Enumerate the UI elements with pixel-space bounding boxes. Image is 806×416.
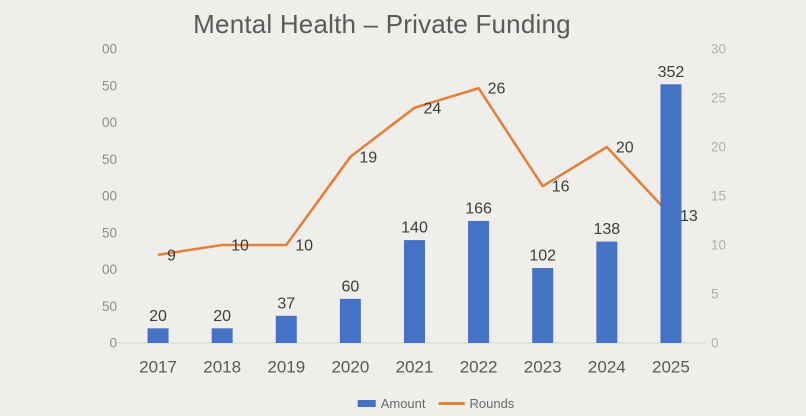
right-axis-tick-label: 10 [711,238,726,253]
bar-value-label-2024: 138 [593,221,620,238]
legend-label-amount: Amount [380,396,426,411]
left-axis-tick-label: 50 [102,299,117,314]
bar-value-label-2025: 352 [658,64,685,81]
bar-value-label-2018: 20 [213,308,231,325]
right-axis-tick-label: 15 [711,189,726,204]
line-value-label-2020: 19 [359,149,377,166]
left-axis-tick-label: 00 [102,115,117,130]
left-axis-tick-label: 50 [102,78,117,93]
rounds-line-swatch-icon [438,402,465,405]
bar-2020 [339,298,361,343]
left-axis-tick-label: 00 [102,189,117,204]
right-axis-tick-label: 0 [711,336,719,351]
bar-2024 [596,241,618,343]
bar-2019 [275,315,297,343]
bar-value-label-2023: 102 [529,248,556,265]
left-axis-tick-label: 00 [102,42,117,57]
right-axis-tick-label: 5 [711,287,719,302]
bar-value-label-2019: 37 [277,295,295,312]
left-axis-tick-label: 0 [109,336,117,351]
line-value-label-2025: 13 [680,208,698,225]
bar-value-label-2020: 60 [341,278,359,295]
bar-2025 [660,84,682,343]
line-value-label-2018: 10 [231,238,249,255]
line-value-label-2023: 16 [552,179,570,196]
line-value-label-2021: 24 [424,100,442,117]
rounds-line-series [157,86,672,257]
line-value-label-2024: 20 [616,140,634,157]
right-axis-tick-label: 25 [711,91,726,106]
x-axis-year-label-2017: 2017 [139,358,177,377]
bar-value-label-2021: 140 [401,220,428,237]
bar-2022 [468,220,490,343]
bar-2017 [147,328,169,343]
x-axis-year-label-2025: 2025 [652,358,690,377]
amount-bar-swatch-icon [357,400,376,407]
line-value-label-2019: 10 [295,238,313,255]
bar-2021 [404,240,425,343]
bar-value-label-2017: 20 [149,308,167,325]
right-axis-tick-label: 30 [711,42,726,57]
bar-value-label-2022: 166 [465,200,492,217]
legend-item-amount: Amount [357,396,426,411]
right-axis-tick-label: 20 [711,140,726,155]
legend-label-rounds: Rounds [469,396,515,411]
left-axis-tick-label: 50 [102,225,117,240]
x-axis-year-label-2022: 2022 [460,358,498,377]
bar-2018 [211,328,233,343]
left-axis-tick-label: 50 [102,152,117,167]
chart-legend: Amount Rounds [357,396,515,411]
x-axis-year-label-2023: 2023 [524,358,562,377]
line-value-label-2022: 26 [488,81,506,98]
x-axis-year-label-2018: 2018 [203,358,241,377]
line-value-label-2017: 9 [167,247,176,264]
x-axis-year-label-2020: 2020 [331,358,369,377]
bar-2023 [532,268,554,343]
legend-item-rounds: Rounds [438,396,515,411]
x-axis-year-label-2019: 2019 [267,358,305,377]
x-axis-year-label-2021: 2021 [396,358,434,377]
left-axis-tick-label: 00 [102,262,117,277]
chart-title: Mental Health – Private Funding [193,9,571,39]
x-axis-year-label-2024: 2024 [588,358,626,377]
